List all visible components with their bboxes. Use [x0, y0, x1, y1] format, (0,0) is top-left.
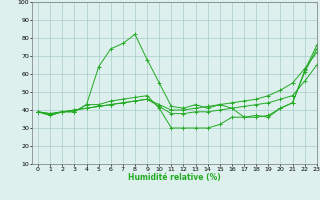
X-axis label: Humidité relative (%): Humidité relative (%)	[128, 173, 221, 182]
